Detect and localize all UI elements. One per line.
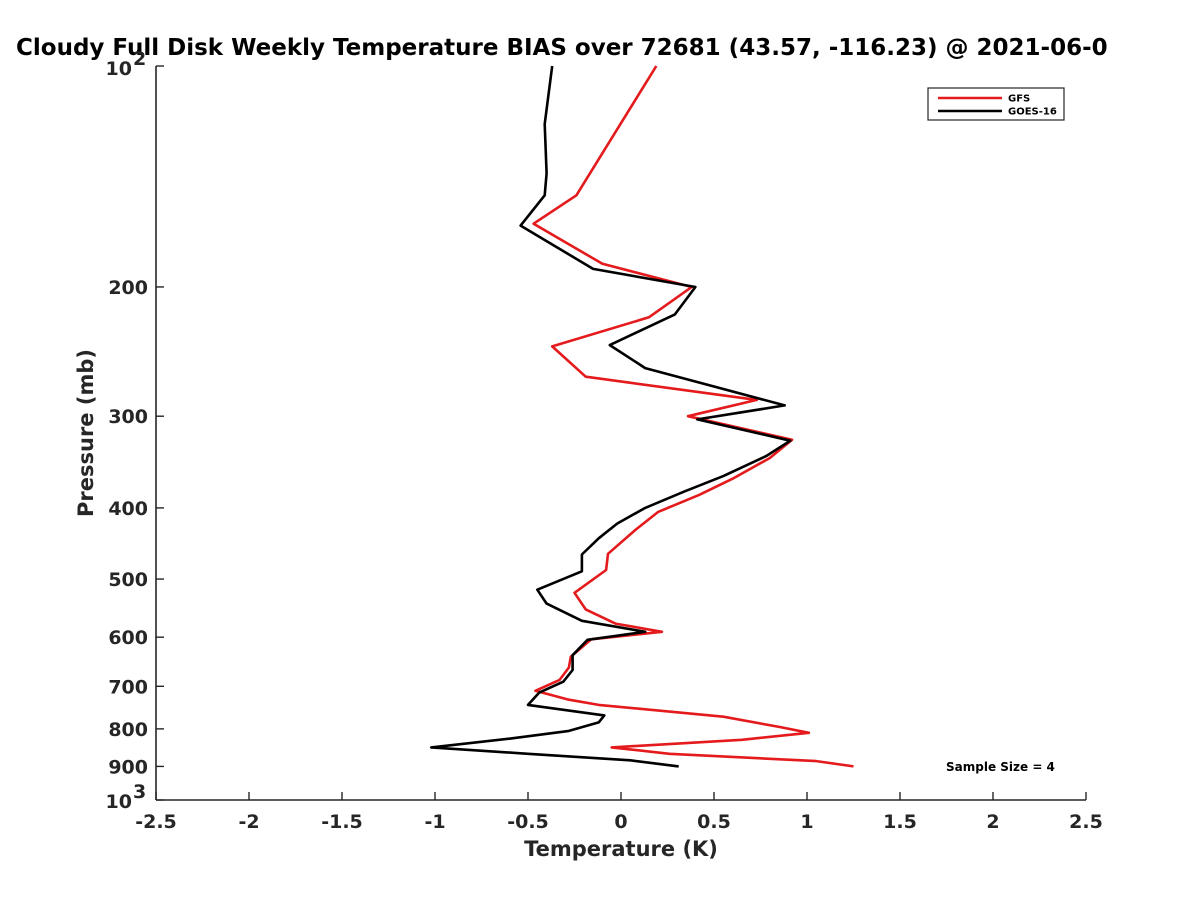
series-line-gfs: [532, 65, 854, 768]
chart-title: Cloudy Full Disk Weekly Temperature BIAS…: [16, 35, 1108, 61]
y-tick-label: 900: [108, 756, 148, 778]
y-tick-label: 500: [108, 569, 148, 591]
x-tick-label: 0: [614, 811, 627, 833]
x-tick-label: 2: [986, 811, 999, 833]
x-tick-label: -0.5: [507, 811, 549, 833]
legend-box: [927, 87, 1065, 121]
legend-label-gfs: GFS: [1008, 94, 1030, 105]
y-axis-label: Pressure (mb): [74, 349, 98, 517]
y-tick-label-power-base: 10: [106, 791, 132, 813]
sample-size-note: Sample Size = 4: [946, 760, 1055, 774]
y-tick-label-power-exponent: 2: [133, 48, 146, 70]
y-tick-label: 300: [108, 406, 148, 428]
y-tick-label: 200: [108, 277, 148, 299]
y-tick-label: 800: [108, 719, 148, 741]
x-tick-label: 1: [800, 811, 813, 833]
y-tick-label-power-exponent: 3: [133, 781, 146, 803]
x-tick-label: -2.5: [135, 811, 177, 833]
x-tick-label: -1: [424, 811, 445, 833]
legend: GFS GOES-16: [927, 87, 1065, 121]
series-lines: [429, 65, 854, 768]
y-tick-label: 700: [108, 676, 148, 698]
legend-items: GFS GOES-16: [938, 94, 1057, 118]
y-tick-label: 400: [108, 498, 148, 520]
legend-label-goes-16: GOES-16: [1008, 107, 1057, 118]
x-tick-label: 2.5: [1069, 811, 1103, 833]
x-tick-label: 1.5: [883, 811, 917, 833]
x-tick-label: 0.5: [697, 811, 731, 833]
axes: [155, 66, 1086, 801]
y-tick-label-power-base: 10: [106, 58, 132, 80]
x-axis-ticks: -2.5 -2 -1.5 -1 -0.5 0 0.5 1 1.5 2 2.5: [135, 792, 1103, 833]
x-tick-label: -2: [238, 811, 259, 833]
x-axis-label: Temperature (K): [524, 837, 718, 861]
x-tick-label: -1.5: [321, 811, 363, 833]
y-tick-label: 600: [108, 627, 148, 649]
series-line-goes-16: [429, 65, 792, 768]
